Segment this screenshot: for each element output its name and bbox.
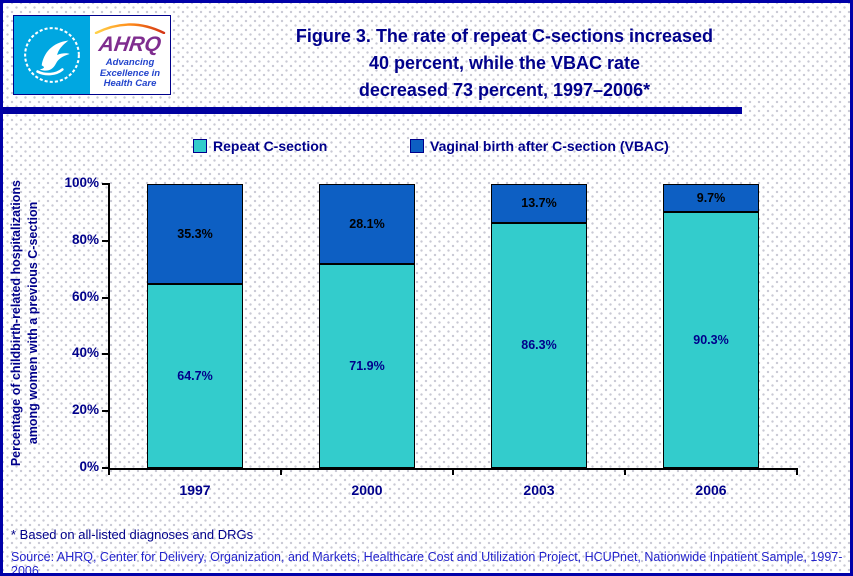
- y-axis-title: Percentage of childbirth-related hospita…: [7, 163, 43, 483]
- figure-title-line1: Figure 3. The rate of repeat C-sections …: [295, 26, 714, 46]
- y-axis-line: [108, 183, 110, 469]
- y-tick-mark: [102, 239, 108, 242]
- bar-segment: 90.3%: [663, 211, 759, 468]
- bar-segment: 35.3%: [147, 184, 243, 285]
- legend-item-vbac: Vaginal birth after C-section (VBAC): [410, 138, 669, 154]
- x-category-label: 2003: [523, 482, 555, 498]
- bar-segment: 9.7%: [663, 184, 759, 212]
- y-tick-label: 40%: [71, 345, 99, 361]
- header-divider: [3, 107, 742, 114]
- ahrq-tagline: Advancing Excellence in Health Care: [99, 56, 161, 91]
- y-tick-mark: [102, 296, 108, 299]
- stacked-bar-1997: 35.3% 64.7%: [147, 184, 243, 468]
- ahrq-arc-icon: [94, 23, 166, 34]
- bar-value-label: 9.7%: [696, 190, 726, 205]
- legend-swatch-repeat-csection: [193, 139, 207, 153]
- ahrq-wordmark: AHRQ Advancing Excellence in Health Care: [90, 16, 170, 94]
- bar-value-label: 35.3%: [177, 227, 213, 242]
- y-tick-mark: [102, 183, 108, 185]
- bar-value-label: 90.3%: [693, 332, 729, 347]
- bar-segment: 64.7%: [147, 284, 243, 468]
- bar-segment: 86.3%: [491, 222, 587, 468]
- y-tick-label: 80%: [71, 231, 99, 247]
- x-tick-mark: [452, 470, 454, 475]
- legend-label: Vaginal birth after C-section (VBAC): [430, 138, 669, 154]
- x-tick-mark: [624, 470, 626, 475]
- y-tick-label: 0%: [79, 459, 99, 474]
- ahrq-logo-text: AHRQ: [97, 32, 163, 56]
- bar-value-label: 86.3%: [521, 338, 557, 353]
- bar-segment: 71.9%: [319, 263, 415, 468]
- x-axis-line: [108, 468, 798, 470]
- y-tick-label: 60%: [71, 288, 99, 304]
- legend-swatch-vbac: [410, 139, 424, 153]
- bar-value-label: 13.7%: [521, 196, 557, 211]
- hhs-eagle-icon: [14, 16, 90, 94]
- stacked-bar-2006: 9.7% 90.3%: [663, 184, 759, 468]
- stacked-bar-2003: 13.7% 86.3%: [491, 184, 587, 468]
- figure-title: Figure 3. The rate of repeat C-sections …: [171, 23, 838, 104]
- stacked-bar-2000: 28.1% 71.9%: [319, 184, 415, 468]
- y-tick-label: 100%: [64, 175, 99, 190]
- y-tick-label: 20%: [71, 402, 99, 418]
- x-tick-mark: [108, 470, 110, 475]
- bar-value-label: 28.1%: [349, 216, 385, 231]
- legend-label: Repeat C-section: [213, 138, 328, 154]
- x-category-label: 2006: [695, 482, 727, 498]
- bar-value-label: 64.7%: [177, 369, 213, 384]
- ahrq-logo: AHRQ Advancing Excellence in Health Care: [13, 15, 171, 95]
- y-tick-mark: [102, 410, 108, 413]
- footnote: * Based on all-listed diagnoses and DRGs: [11, 527, 254, 542]
- x-tick-mark: [796, 470, 798, 475]
- bar-value-label: 71.9%: [349, 358, 385, 373]
- y-axis-title-text: Percentage of childbirth-related hospita…: [8, 180, 42, 466]
- tagline-line2: Excellence in: [99, 67, 161, 79]
- x-category-label: 1997: [179, 482, 211, 498]
- figure-title-line3: decreased 73 percent, 1997–2006*: [358, 80, 651, 100]
- x-category-label: 2000: [351, 482, 383, 498]
- legend-item-repeat-csection: Repeat C-section: [193, 138, 327, 154]
- bar-segment: 28.1%: [319, 184, 415, 264]
- x-tick-mark: [280, 470, 282, 475]
- tagline-line3: Health Care: [103, 78, 157, 90]
- figure-title-line2: 40 percent, while the VBAC rate: [368, 53, 641, 73]
- tagline-line1: Advancing: [105, 56, 155, 68]
- source-line: Source: AHRQ, Center for Delivery, Organ…: [11, 550, 843, 576]
- y-axis-title-line2: among women with a previous C-section: [26, 201, 40, 445]
- y-tick-mark: [102, 353, 108, 356]
- bar-segment: 13.7%: [491, 184, 587, 223]
- y-axis-title-line1: Percentage of childbirth-related hospita…: [9, 179, 24, 467]
- y-tick-mark: [102, 467, 108, 469]
